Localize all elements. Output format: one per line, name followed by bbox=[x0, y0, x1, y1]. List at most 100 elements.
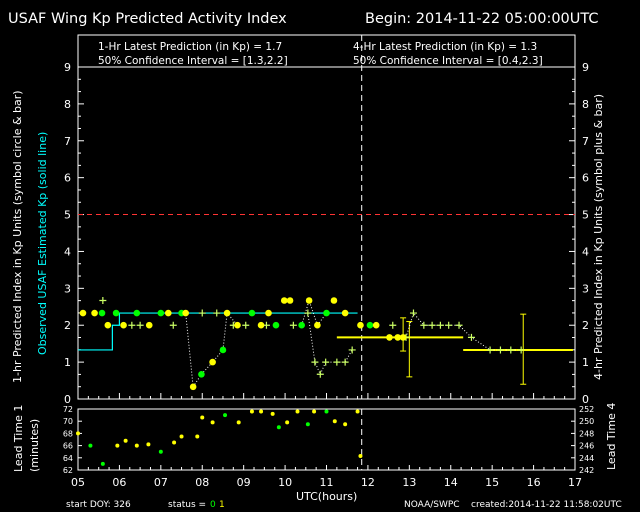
y-tick-label-right: 8 bbox=[582, 98, 589, 111]
lead-time-marker bbox=[236, 420, 241, 425]
one-hr-prediction-marker bbox=[323, 309, 330, 317]
lead-time-marker bbox=[172, 440, 177, 445]
lead-time-marker bbox=[223, 413, 228, 418]
four-hr-prediction-marker bbox=[316, 370, 324, 378]
left-axis-label: 1-hr Predicted Index in Kp Units (symbol… bbox=[11, 90, 24, 383]
four-hr-prediction-marker bbox=[428, 321, 436, 329]
status-0: 0 bbox=[210, 500, 216, 510]
four-hr-prediction-marker bbox=[436, 321, 444, 329]
x-tick-label: 10 bbox=[278, 476, 292, 489]
x-tick-label: 15 bbox=[485, 476, 499, 489]
y-tick-label-left: 2 bbox=[64, 319, 71, 332]
one-hr-prediction-marker bbox=[223, 309, 231, 317]
four-hr-prediction-marker bbox=[169, 321, 177, 329]
one-hr-prediction-marker bbox=[394, 334, 402, 341]
four-hr-prediction-marker bbox=[213, 309, 221, 317]
lead-time-marker bbox=[295, 409, 300, 414]
four-hr-prediction-marker bbox=[333, 358, 341, 366]
one-hr-prediction-marker bbox=[372, 321, 380, 329]
lead-time-marker bbox=[115, 443, 120, 448]
status-label: status = bbox=[168, 500, 206, 510]
y-tick-label-left: 8 bbox=[64, 98, 71, 111]
y-tick-label-right: 5 bbox=[582, 209, 589, 222]
four-hr-prediction-marker bbox=[389, 321, 397, 329]
lead-time-marker bbox=[100, 461, 105, 466]
status-1: 1 bbox=[219, 500, 225, 510]
x-tick-label: 14 bbox=[444, 476, 458, 489]
lead-y-tick-label-left: 64 bbox=[63, 454, 73, 463]
lead-y-tick-label-left: 66 bbox=[63, 442, 73, 451]
x-tick-label: 12 bbox=[361, 476, 375, 489]
lead-time-marker bbox=[276, 425, 281, 430]
x-tick-label: 11 bbox=[320, 476, 334, 489]
lead-time-marker bbox=[146, 442, 151, 447]
lead-time-marker bbox=[195, 434, 200, 439]
four-hr-prediction-marker bbox=[507, 346, 515, 354]
one-hr-prediction-marker bbox=[257, 321, 265, 329]
one-hr-prediction-marker bbox=[265, 309, 272, 317]
one-hr-ci-text: 50% Confidence Interval = [1.3,2.2] bbox=[98, 55, 288, 67]
four-hr-prediction-marker bbox=[467, 333, 475, 341]
y-tick-label-left: 6 bbox=[64, 172, 71, 185]
lead-y-tick-label-right: 242 bbox=[579, 466, 594, 475]
lead-time-marker bbox=[259, 409, 264, 414]
four-hr-prediction-marker bbox=[304, 309, 312, 317]
lead-y-tick-label-left: 62 bbox=[63, 466, 73, 475]
lead-time-marker bbox=[210, 420, 215, 425]
lead-time-marker bbox=[305, 422, 310, 427]
one-hr-prediction-marker bbox=[104, 321, 112, 329]
lead-y-tick-label-left: 68 bbox=[63, 429, 73, 438]
one-hr-prediction-marker bbox=[280, 297, 288, 304]
x-tick-label: 09 bbox=[237, 476, 251, 489]
y-tick-label-right: 9 bbox=[582, 61, 589, 74]
x-tick-label: 05 bbox=[71, 476, 85, 489]
lead-time-marker bbox=[343, 422, 348, 427]
lead-y-tick-label-right: 248 bbox=[579, 429, 594, 438]
four-hr-prediction-marker bbox=[99, 297, 107, 305]
lead-time-marker bbox=[88, 443, 93, 448]
four-hr-prediction-marker bbox=[289, 321, 297, 329]
right-axis-label: 4-hr Predicted Index in Kp Units (symbol… bbox=[592, 94, 605, 380]
one-hr-prediction-marker bbox=[182, 309, 189, 317]
one-hr-prediction-marker bbox=[219, 346, 227, 354]
y-tick-label-left: 9 bbox=[64, 61, 71, 74]
lead-y-tick-label-right: 250 bbox=[579, 417, 594, 426]
four-hr-prediction-marker bbox=[455, 321, 463, 329]
one-hr-prediction-marker bbox=[366, 321, 374, 329]
left-axis-observed-label: Observed USAF Estimated Kp (solid line) bbox=[36, 132, 49, 355]
four-hr-ci-text: 50% Confidence Interval = [0.4,2.3] bbox=[353, 55, 543, 67]
one-hr-prediction-marker bbox=[298, 321, 305, 329]
lead-time-marker bbox=[285, 420, 290, 425]
lead-time-marker bbox=[158, 449, 163, 454]
y-tick-label-left: 4 bbox=[64, 245, 71, 258]
x-tick-label: 06 bbox=[112, 476, 126, 489]
x-axis-label: UTC(hours) bbox=[296, 490, 357, 503]
four-hr-prediction-marker bbox=[486, 346, 494, 354]
one-hr-prediction-marker bbox=[91, 309, 98, 317]
one-hr-prediction-marker bbox=[112, 309, 120, 317]
y-tick-label-right: 6 bbox=[582, 172, 589, 185]
one-hr-prediction-marker bbox=[133, 309, 141, 317]
four-hr-prediction-marker bbox=[409, 309, 417, 317]
one-hr-prediction-marker bbox=[145, 321, 153, 329]
created-timestamp: created:2014-11-22 11:58:02UTC bbox=[471, 500, 622, 510]
one-hr-prediction-marker bbox=[164, 309, 172, 317]
lead-time-marker bbox=[270, 411, 275, 416]
x-tick-label: 13 bbox=[402, 476, 416, 489]
y-tick-label-right: 0 bbox=[582, 393, 589, 406]
lead-y-tick-label-right: 252 bbox=[579, 405, 594, 414]
lead-time-marker bbox=[134, 443, 139, 448]
chart-marks: 05 06 07 08 09 10 11 12 13 14 15 16 170 01 12 23 34 45 56 6… bbox=[63, 35, 594, 489]
x-tick-label: 16 bbox=[527, 476, 541, 489]
four-hr-prediction-marker bbox=[128, 321, 136, 329]
one-hr-prediction-marker bbox=[98, 309, 106, 317]
y-tick-label-left: 3 bbox=[64, 282, 71, 295]
four-hr-prediction-marker bbox=[136, 321, 144, 329]
one-hr-prediction-marker bbox=[189, 383, 197, 391]
four-hr-prediction-marker bbox=[496, 346, 504, 354]
lead-time-marker bbox=[355, 409, 360, 414]
four-hr-prediction-marker bbox=[311, 358, 319, 366]
lead-time-marker bbox=[332, 419, 337, 424]
